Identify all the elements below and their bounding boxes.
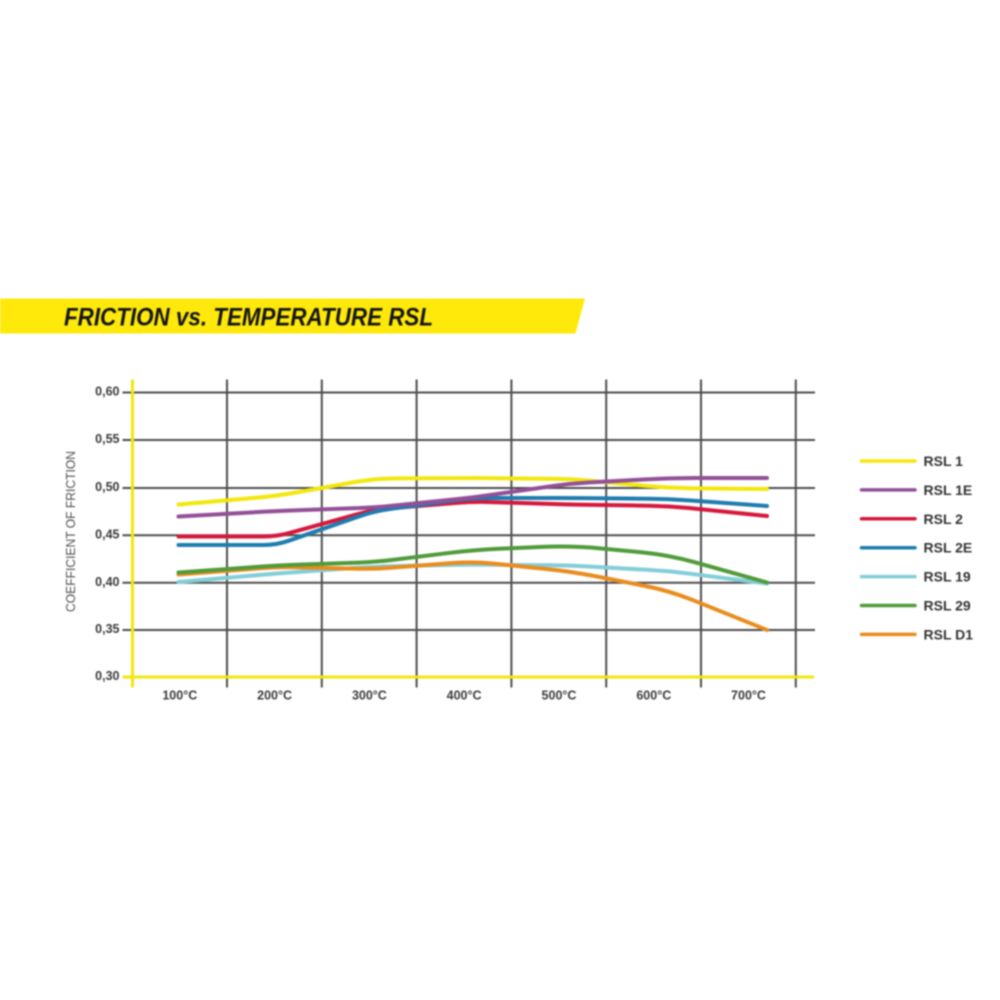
svg-text:700°C: 700°C	[731, 689, 766, 703]
svg-text:FRICTION vs. TEMPERATURE RSL: FRICTION vs. TEMPERATURE RSL	[64, 304, 433, 332]
svg-text:200°C: 200°C	[257, 689, 292, 703]
svg-text:0,40: 0,40	[95, 575, 119, 589]
svg-text:RSL 2: RSL 2	[924, 511, 964, 527]
svg-text:RSL D1: RSL D1	[924, 626, 974, 642]
svg-text:0,30: 0,30	[95, 669, 119, 683]
svg-text:0,50: 0,50	[95, 480, 119, 494]
svg-text:400°C: 400°C	[447, 689, 482, 703]
svg-text:300°C: 300°C	[352, 689, 387, 703]
svg-text:COEFFICIENT OF FRICTION: COEFFICIENT OF FRICTION	[63, 451, 78, 612]
svg-text:0,60: 0,60	[95, 385, 119, 399]
svg-text:RSL 29: RSL 29	[924, 598, 971, 614]
svg-text:100°C: 100°C	[162, 689, 197, 703]
svg-text:RSL 1E: RSL 1E	[924, 482, 973, 498]
svg-text:RSL 19: RSL 19	[924, 569, 971, 585]
svg-text:0,45: 0,45	[95, 527, 119, 541]
svg-text:RSL 1: RSL 1	[924, 453, 964, 469]
svg-text:0,55: 0,55	[95, 432, 119, 446]
svg-text:0,35: 0,35	[95, 622, 119, 636]
svg-text:RSL 2E: RSL 2E	[924, 540, 973, 556]
svg-text:600°C: 600°C	[636, 689, 671, 703]
svg-text:500°C: 500°C	[542, 689, 577, 703]
